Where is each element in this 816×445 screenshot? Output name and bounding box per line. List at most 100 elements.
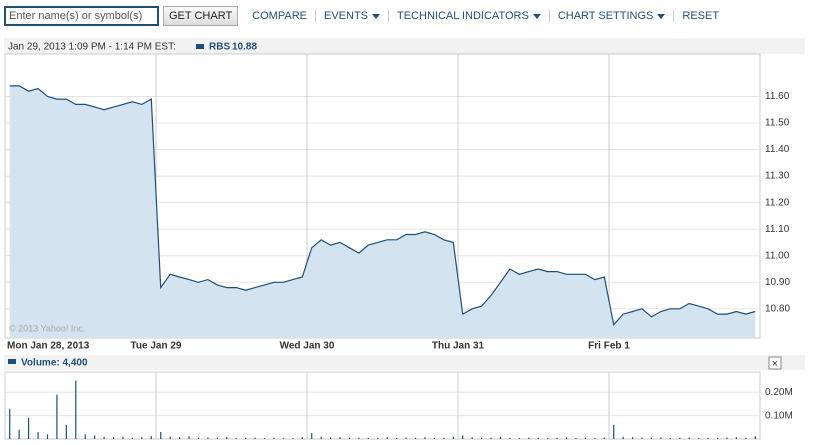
indicators-menu[interactable]: TECHNICAL INDICATORS [389,10,550,22]
volume-bar [150,436,152,439]
volume-bar [141,437,143,439]
volume-bar [405,437,407,439]
volume-bar [471,437,473,439]
volume-bar [556,437,558,439]
legend-swatch [196,44,204,49]
volume-header [4,355,805,370]
volume-bar [348,437,351,439]
volume-bar [452,436,454,439]
volume-frame [4,371,761,440]
compare-text: COMPARE [252,10,307,22]
x-tick-label: Tue Jan 29 [131,341,182,352]
reset-link[interactable]: RESET [674,10,727,22]
volume-bar [499,436,502,439]
volume-bar [84,434,86,439]
volume-bar [254,437,256,439]
volume-bar [688,437,690,439]
price-area [9,85,756,339]
volume-bar [650,437,653,439]
volume-bar [75,380,77,439]
volume-bar [518,438,520,439]
volume-bar [27,417,30,439]
volume-bar [160,431,162,439]
volume-bar [547,438,549,439]
y-tick-label: 10.90 [765,277,790,288]
volume-bar [575,438,577,439]
y-tick-label: 10.80 [765,303,790,314]
settings-text: CHART SETTINGS [557,10,654,22]
price-line [9,85,756,326]
volume-bar [480,437,483,439]
y-tick-label: 11.20 [765,197,790,208]
volume-bar [216,437,218,439]
y-tick-label: 11.50 [765,118,790,129]
x-tick-label: Fri Feb 1 [588,341,630,352]
settings-menu[interactable]: CHART SETTINGS [550,10,675,22]
volume-bar [245,437,247,439]
volume-bar [320,436,322,439]
events-menu[interactable]: EVENTS [316,10,389,22]
legend-value: 10.88 [232,42,257,53]
volume-bar [122,436,124,439]
volume-bar [46,434,49,439]
toolbar: Enter name(s) or symbol(s) GET CHART COM… [4,6,727,26]
volume-bar [226,437,228,439]
volume-bar [509,437,511,439]
x-tick-label: Mon Jan 28, 2013 [7,341,90,352]
volume-bar [56,394,58,439]
volume-bar [698,438,700,439]
indicators-text: TECHNICAL INDICATORS [397,10,529,22]
volume-bar [669,438,671,439]
volume-bar [462,435,464,439]
get-chart-button[interactable]: GET CHART [163,6,239,26]
volume-title: Volume: 4,400 [21,358,88,369]
volume-bar [490,437,492,439]
volume-bar [641,437,643,439]
volume-bar [65,424,67,439]
volume-bar [660,437,662,439]
compare-link[interactable]: COMPARE [244,10,316,22]
y-tick-label: 0.10M [765,410,793,421]
volume-bar [716,438,719,439]
volume-bar [188,436,190,439]
volume-bar [707,437,709,439]
y-tick-label: 0.20M [765,387,793,398]
events-text: EVENTS [323,10,368,22]
volume-bar [386,437,388,439]
volume-bar [603,437,605,439]
volume-bar [178,437,181,439]
volume-bar [613,424,615,439]
volume-bar [679,437,681,439]
volume-bar [329,437,332,439]
volume-bar [622,436,624,439]
volume-bar [594,438,596,439]
volume-bar [207,437,209,439]
symbol-input[interactable]: Enter name(s) or symbol(s) [4,6,159,26]
volume-bar [311,433,313,439]
volume-bar [367,438,369,439]
volume-bar [584,437,587,439]
close-icon: × [772,358,778,370]
volume-swatch [8,359,16,364]
y-tick-label: 11.10 [765,224,790,235]
y-tick-label: 11.40 [765,144,790,155]
volume-bar [94,435,96,439]
volume-bar [433,438,436,439]
volume-bar [301,437,303,439]
volume-bar [197,437,200,439]
volume-bar [537,437,539,439]
volume-bar [396,438,398,439]
y-tick-label: 11.00 [765,250,790,261]
close-button[interactable] [768,356,782,370]
volume-bar [528,437,530,439]
volume-bar [112,437,115,439]
volume-bar [414,437,417,439]
volume-bar [292,438,294,439]
volume-bar [377,437,379,439]
volume-bar [631,437,634,439]
volume-bar [169,436,171,439]
chart-title: Jan 29, 2013 1:09 PM - 1:14 PM EST: [8,42,176,53]
watermark: © 2013 Yahoo! Inc. [9,323,85,333]
